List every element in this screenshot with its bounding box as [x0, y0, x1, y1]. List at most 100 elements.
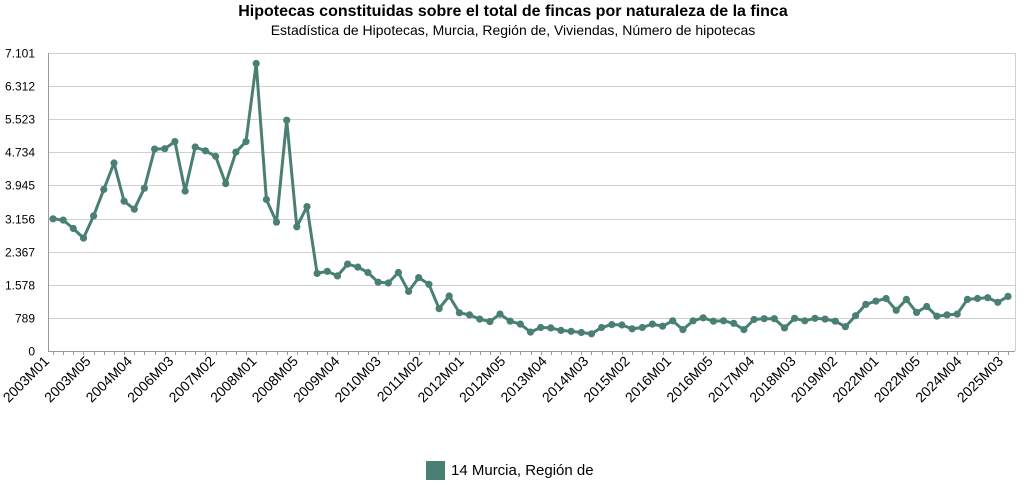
data-point: [628, 325, 636, 333]
data-point: [435, 305, 443, 313]
chart-title: Hipotecas constituidas sobre el total de…: [238, 3, 788, 20]
data-point: [191, 143, 199, 151]
data-point: [49, 215, 57, 223]
data-point: [801, 317, 809, 325]
data-point: [791, 314, 799, 322]
data-point: [730, 319, 738, 327]
data-point: [862, 300, 870, 308]
data-point: [913, 308, 921, 316]
data-point: [882, 294, 890, 303]
data-point: [973, 294, 982, 303]
data-point: [242, 138, 250, 146]
data-point: [405, 287, 413, 295]
data-point: [598, 323, 606, 332]
data-point: [384, 279, 392, 287]
data-point: [831, 317, 839, 325]
y-tick-labels: 0 789 1.578 2.367 3.156 3.945 4.734 5.523 6.312 7…: [5, 47, 35, 359]
legend: 14 Murcia, Región de: [426, 461, 594, 480]
series-layer: [49, 59, 1012, 338]
data-point: [100, 185, 108, 193]
data-point: [984, 294, 992, 302]
data-point: [689, 317, 697, 325]
y-tick-label: 789: [15, 312, 35, 326]
data-point: [699, 314, 707, 322]
data-point: [587, 330, 596, 338]
data-point: [252, 59, 260, 68]
data-point: [425, 280, 433, 288]
data-point: [293, 223, 301, 231]
data-point: [151, 145, 159, 153]
data-point: [567, 327, 575, 335]
data-point: [445, 292, 453, 300]
data-point: [232, 148, 240, 156]
y-tick-label: 3.945: [5, 179, 35, 193]
data-point: [648, 320, 657, 328]
x-tick-labels: 2003M012003M052004M042006M032007M022008M…: [0, 353, 1006, 406]
data-point: [709, 317, 718, 325]
data-point: [770, 315, 778, 323]
data-point: [120, 197, 128, 205]
legend-swatch: [426, 461, 445, 480]
y-tick-label: 7.101: [5, 47, 35, 61]
data-point: [750, 315, 758, 324]
series-line: [51, 62, 1010, 336]
data-point: [506, 317, 514, 325]
data-point: [90, 212, 98, 220]
data-point: [618, 321, 626, 329]
y-tick-label: 5.523: [5, 113, 35, 127]
data-point: [272, 218, 281, 226]
data-point: [994, 298, 1002, 306]
data-point: [344, 260, 352, 268]
data-point: [354, 263, 362, 271]
data-point: [283, 116, 291, 124]
y-tick-label: 3.156: [5, 213, 35, 227]
data-point: [902, 295, 911, 303]
x-tick-label: 2025M03: [954, 353, 1007, 406]
data-point: [171, 138, 179, 146]
data-point: [465, 311, 474, 319]
data-point: [852, 312, 860, 320]
grid-layer: [48, 53, 1015, 352]
data-point: [526, 328, 535, 336]
data-point: [222, 180, 230, 188]
data-point: [740, 326, 748, 334]
data-point: [892, 306, 900, 314]
data-point: [841, 323, 850, 331]
data-point: [1004, 292, 1012, 300]
y-tick-label: 1.578: [5, 279, 35, 293]
data-point: [719, 317, 728, 325]
y-tick-label: 2.367: [5, 246, 35, 260]
data-point: [161, 145, 169, 153]
chart-subtitle: Estadística de Hipotecas, Murcia, Región…: [270, 22, 756, 38]
data-point: [923, 302, 931, 311]
data-point: [679, 326, 687, 334]
data-point: [323, 267, 331, 275]
data-point: [212, 152, 220, 160]
data-point: [780, 324, 789, 332]
data-point: [69, 224, 77, 233]
data-point: [872, 297, 880, 305]
data-point: [486, 318, 494, 326]
data-point: [537, 323, 545, 332]
data-point: [59, 216, 67, 224]
data-point: [547, 324, 555, 332]
data-point: [374, 278, 382, 286]
data-point: [110, 159, 118, 167]
y-tick-label: 6.312: [5, 80, 35, 94]
legend-label: 14 Murcia, Región de: [451, 462, 594, 479]
data-point: [821, 315, 829, 323]
data-point: [201, 147, 209, 155]
y-tick-label: 4.734: [5, 146, 35, 160]
x-tick-label: 2010M03: [331, 353, 384, 406]
data-point: [557, 326, 565, 334]
data-point: [262, 195, 270, 204]
data-point: [455, 309, 463, 317]
data-point: [79, 234, 88, 242]
data-point: [140, 184, 148, 192]
axis-layer: [48, 53, 1016, 355]
data-point: [933, 312, 941, 320]
data-point: [963, 295, 972, 303]
data-point: [476, 315, 484, 323]
data-point: [516, 320, 524, 328]
